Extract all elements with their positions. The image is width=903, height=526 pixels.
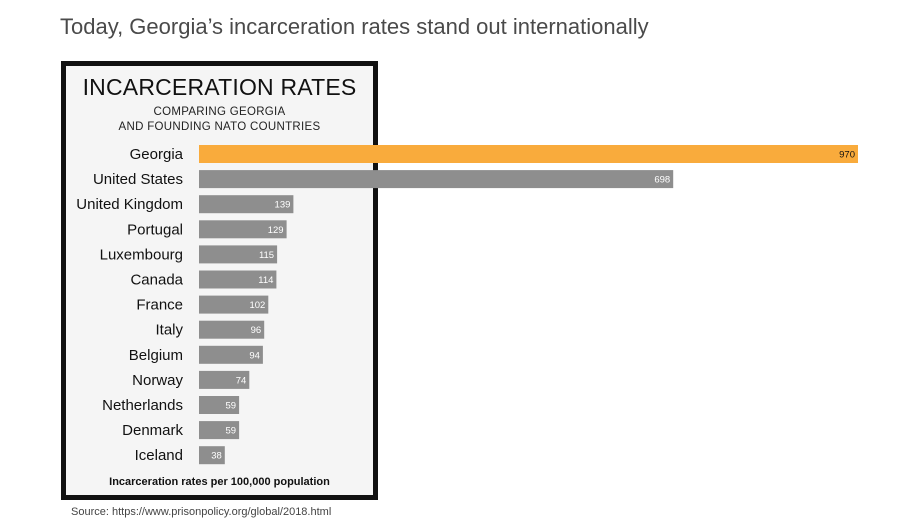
bar-united-states	[199, 170, 674, 189]
category-label-netherlands: Netherlands	[102, 397, 183, 414]
value-label-belgium: 94	[249, 350, 260, 361]
value-label-portugal: 129	[268, 225, 284, 236]
value-label-netherlands: 59	[226, 401, 237, 412]
category-label-norway: Norway	[132, 372, 183, 389]
bar-italy	[199, 320, 265, 339]
value-label-luxembourg: 115	[259, 250, 274, 261]
bar-luxembourg	[199, 245, 278, 264]
category-label-georgia: Georgia	[130, 146, 184, 163]
bar-belgium	[199, 345, 263, 364]
category-label-denmark: Denmark	[122, 422, 183, 439]
chart-subtitle-line-1: COMPARING GEORGIA	[153, 106, 286, 118]
x-axis-label: Incarceration rates per 100,000 populati…	[109, 476, 330, 488]
chart-title: INCARCERATION RATES	[82, 74, 357, 100]
category-label-france: France	[136, 297, 183, 314]
bar-canada	[199, 270, 277, 289]
bars-layer: Georgia 970 United States 698 United Kingdom…	[76, 145, 858, 465]
bar-georgia	[199, 145, 858, 163]
bar-norway	[199, 370, 250, 389]
value-label-norway: 74	[236, 375, 247, 386]
bar-iceland	[199, 446, 225, 465]
category-label-iceland: Iceland	[135, 447, 183, 464]
category-label-luxembourg: Luxembourg	[100, 246, 183, 263]
value-label-iceland: 38	[211, 451, 222, 462]
bar-portugal	[199, 220, 287, 239]
bar-denmark	[199, 421, 240, 440]
source-note: Source: https://www.prisonpolicy.org/glo…	[71, 506, 332, 518]
category-label-united-kingdom: United Kingdom	[76, 196, 183, 213]
bar-netherlands	[199, 396, 240, 414]
category-label-italy: Italy	[155, 322, 183, 339]
chart-subtitle-line-2: AND FOUNDING NATO COUNTRIES	[118, 121, 321, 133]
category-label-belgium: Belgium	[129, 347, 183, 364]
value-label-georgia: 970	[839, 150, 855, 161]
value-label-united-states: 698	[654, 175, 670, 186]
bar-france	[199, 295, 269, 314]
bar-united-kingdom	[199, 195, 294, 214]
value-label-italy: 96	[251, 325, 262, 336]
value-label-denmark: 59	[226, 426, 237, 437]
category-label-portugal: Portugal	[127, 221, 183, 238]
category-label-united-states: United States	[93, 171, 183, 188]
value-label-united-kingdom: 139	[275, 200, 291, 211]
category-label-canada: Canada	[130, 272, 183, 289]
value-label-france: 102	[249, 300, 265, 311]
value-label-canada: 114	[258, 275, 273, 286]
chart-headline: Today, Georgia’s incarceration rates sta…	[60, 14, 649, 39]
